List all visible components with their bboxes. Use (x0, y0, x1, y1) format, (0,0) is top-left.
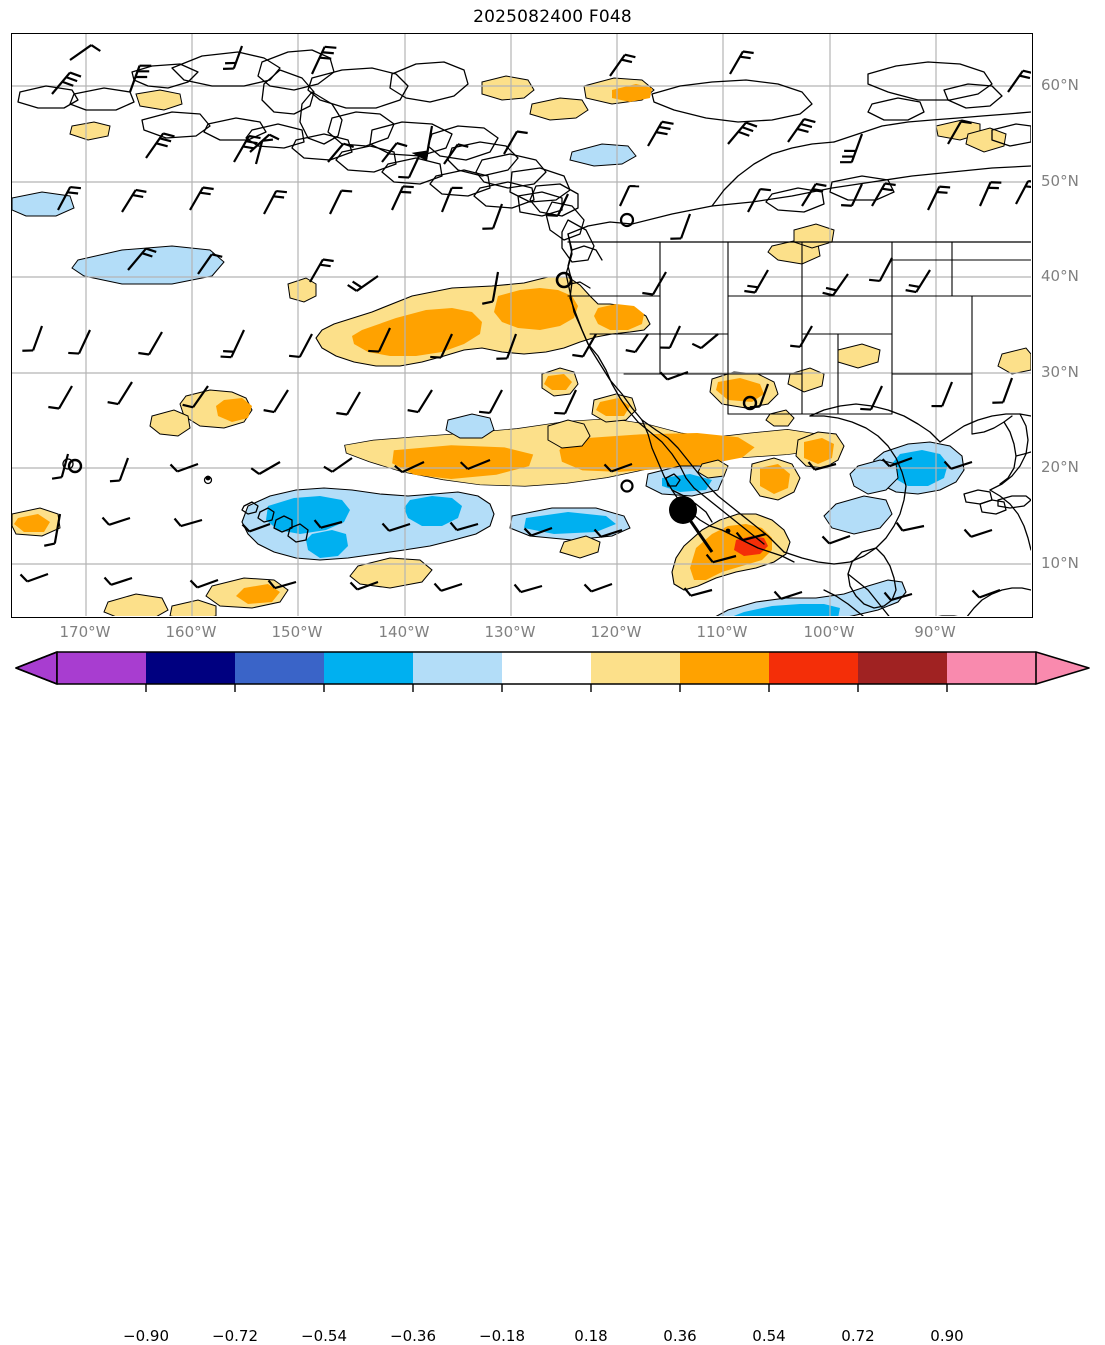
cbar-tick-4: −0.18 (479, 1327, 525, 1345)
lon-label-130w: 130°W (484, 623, 536, 641)
map-panel[interactable] (11, 33, 1033, 618)
tc-marker-dot (205, 475, 211, 481)
lat-label-60n: 60°N (1041, 76, 1079, 94)
page-title: 2025082400 F048 (473, 7, 632, 27)
coastlines (17, 49, 1031, 616)
lon-label-90w: 90°W (914, 623, 956, 641)
cbar-tick-0: −0.90 (123, 1327, 169, 1345)
cbar-under-arrow (15, 651, 58, 685)
wind-barbs (19, 44, 1031, 602)
graticule (12, 34, 1031, 616)
tc-track-segment (681, 509, 714, 553)
colorbar[interactable]: −0.90 −0.72 −0.54 −0.36 −0.18 0.18 0.36 … (0, 648, 1105, 1345)
lon-label-170w: 170°W (59, 623, 111, 641)
cbar-over-arrow (1035, 651, 1090, 685)
cbar-tick-5: 0.18 (574, 1327, 608, 1345)
colorbar-swatches (15, 651, 1090, 685)
lat-label-20n: 20°N (1041, 458, 1079, 476)
tc-marker-open[interactable] (67, 458, 83, 474)
lat-label-10n: 10°N (1041, 554, 1079, 572)
tc-marker-open[interactable] (620, 479, 634, 493)
cbar-tick-7: 0.54 (752, 1327, 786, 1345)
cbar-tick-6: 0.36 (663, 1327, 697, 1345)
lon-label-120w: 120°W (590, 623, 642, 641)
cbar-tick-2: −0.54 (301, 1327, 347, 1345)
colorbar-ticks (145, 684, 948, 692)
lat-label-30n: 30°N (1041, 363, 1079, 381)
lon-label-110w: 110°W (696, 623, 748, 641)
tc-marker-open[interactable] (619, 212, 635, 228)
cbar-tick-9: 0.90 (930, 1327, 964, 1345)
cbar-tick-8: 0.72 (841, 1327, 875, 1345)
lat-label-40n: 40°N (1041, 267, 1079, 285)
cbar-tick-1: −0.72 (212, 1327, 258, 1345)
lon-label-100w: 100°W (803, 623, 855, 641)
lon-label-140w: 140°W (378, 623, 430, 641)
tc-marker-dot (725, 528, 731, 534)
anomaly-shading (12, 75, 1031, 616)
tc-marker-open[interactable] (742, 395, 758, 411)
colorbar-canvas (15, 651, 1090, 692)
tc-marker-open[interactable] (555, 271, 573, 289)
cbar-tick-3: −0.36 (390, 1327, 436, 1345)
map-canvas (12, 34, 1031, 616)
storm-markers[interactable] (67, 212, 758, 553)
lon-label-160w: 160°W (165, 623, 217, 641)
figure-root: 2025082400 F048 (0, 7, 1105, 1345)
lon-label-150w: 150°W (271, 623, 323, 641)
lat-label-50n: 50°N (1041, 172, 1079, 190)
